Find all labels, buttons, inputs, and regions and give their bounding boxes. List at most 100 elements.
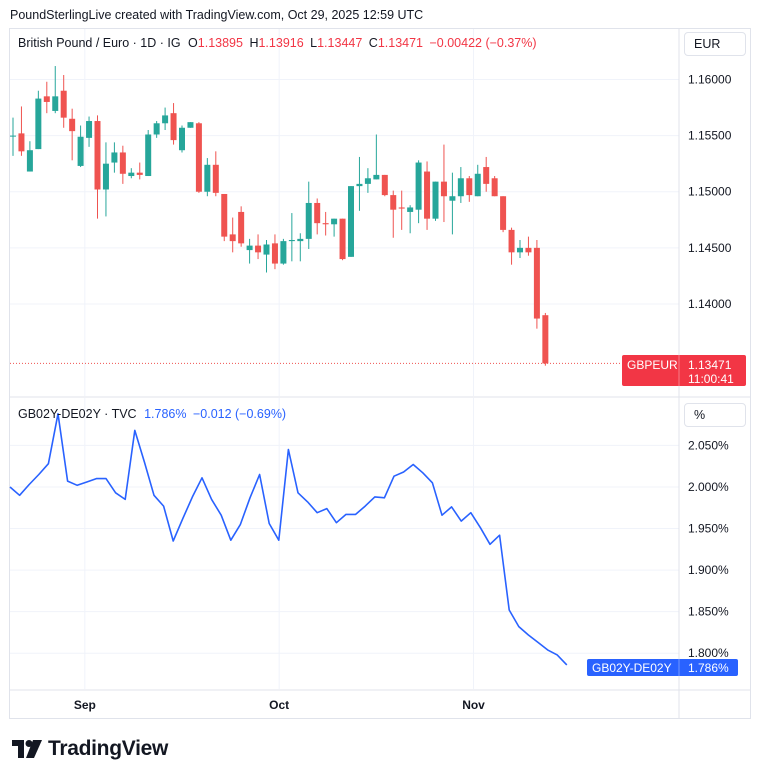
- close-label: C: [368, 36, 378, 50]
- candle-body: [288, 239, 295, 242]
- candle: [162, 107, 169, 131]
- candle-body: [407, 207, 414, 212]
- candle-body: [314, 202, 321, 224]
- candlestick-series: [10, 66, 549, 366]
- candle: [18, 106, 25, 156]
- candle-body: [474, 173, 481, 197]
- spread-pane-grid: [10, 398, 679, 689]
- candle-body: [238, 211, 245, 244]
- candle: [491, 176, 498, 197]
- badge-symbol: GBPEUR: [627, 358, 678, 372]
- chart-attribution: PoundSterlingLive created with TradingVi…: [10, 8, 424, 22]
- candle-body: [162, 115, 169, 124]
- spread-tick-label: 1.900%: [688, 563, 729, 577]
- spread-value-badge: GB02Y-DE02Y 1.786%: [587, 659, 738, 676]
- candle: [153, 121, 160, 138]
- low-value: 1.13447: [317, 36, 363, 50]
- candle: [187, 122, 194, 128]
- tradingview-branding[interactable]: TradingView: [12, 737, 168, 761]
- candle-body: [356, 183, 363, 187]
- candle-body: [271, 243, 278, 264]
- candle-body: [26, 150, 33, 172]
- date-tick-label: Nov: [462, 698, 485, 712]
- spread-line: [9, 412, 568, 666]
- candle: [508, 227, 515, 265]
- candle-body: [212, 164, 219, 193]
- candle-body: [542, 315, 549, 364]
- candle-body: [440, 181, 447, 197]
- spread-tick-label: 1.950%: [688, 522, 729, 536]
- tradingview-wordmark: TradingView: [48, 737, 169, 760]
- candle-body: [424, 171, 431, 219]
- spread-unit-button[interactable]: %: [684, 403, 746, 427]
- candle-body: [60, 90, 67, 118]
- candle: [86, 116, 93, 147]
- candle-body: [517, 247, 523, 253]
- candle-body: [280, 241, 287, 264]
- price-tick-label: 1.15000: [688, 185, 732, 199]
- spread-symbol-title[interactable]: GB02Y-DE02Y · TVC: [18, 407, 137, 421]
- open-label: O: [188, 36, 198, 50]
- price-tick-label: 1.16000: [688, 73, 732, 87]
- candle: [229, 217, 236, 253]
- candle: [35, 90, 42, 150]
- price-unit-button[interactable]: EUR: [684, 32, 746, 56]
- open-value: 1.13895: [197, 36, 243, 50]
- candle-body: [348, 186, 354, 257]
- candle-body: [432, 181, 439, 219]
- candle: [119, 145, 126, 184]
- candle: [238, 206, 245, 247]
- candle-body: [204, 164, 211, 192]
- candle-body: [533, 247, 540, 319]
- price-legend: British Pound / Euro · 1D · IG O1.13895 …: [18, 36, 537, 50]
- candle: [483, 156, 490, 192]
- candle-body: [170, 113, 177, 141]
- candle: [94, 115, 101, 219]
- candle: [26, 141, 33, 172]
- candle: [271, 234, 278, 270]
- candle: [432, 181, 439, 221]
- time-axis-ticks: Sep Oct Nov: [74, 698, 485, 712]
- spread-tick-label: 1.850%: [688, 605, 729, 619]
- candle: [533, 239, 540, 329]
- candle: [322, 211, 329, 236]
- candle: [221, 193, 228, 242]
- symbol-title[interactable]: British Pound / Euro · 1D · IG: [18, 36, 181, 50]
- candle-body: [373, 174, 380, 180]
- candle: [288, 213, 295, 262]
- candle-body: [500, 196, 507, 230]
- candle: [415, 160, 422, 224]
- low-label: L: [310, 36, 318, 50]
- candle: [457, 167, 464, 203]
- spread-tick-label: 2.050%: [688, 438, 729, 452]
- spread-legend: GB02Y-DE02Y · TVC 1.786% −0.012 (−0.69%): [18, 407, 286, 421]
- spread-tick-label: 2.000%: [688, 480, 729, 494]
- price-axis-ticks: 1.16000 1.15500 1.15000 1.14500 1.14000: [688, 73, 732, 311]
- price-tick-label: 1.14500: [688, 241, 732, 255]
- candle-body: [339, 218, 346, 260]
- price-change: −0.00422 (−0.37%): [429, 36, 537, 50]
- close-value: 1.13471: [377, 36, 423, 50]
- candle-body: [381, 174, 388, 196]
- candle-body: [10, 135, 16, 137]
- high-value: 1.13916: [258, 36, 304, 50]
- candle: [263, 239, 270, 273]
- candle-body: [305, 202, 312, 239]
- spread-tick-label: 1.800%: [688, 646, 729, 660]
- candle-body: [52, 96, 59, 111]
- candle: [381, 174, 388, 197]
- candle: [212, 151, 219, 197]
- candle: [52, 66, 59, 114]
- candle: [195, 122, 202, 193]
- candle-body: [43, 96, 50, 102]
- candle-body: [119, 152, 126, 174]
- candle-body: [179, 127, 185, 151]
- candle: [297, 233, 304, 262]
- candle: [466, 176, 473, 202]
- candle: [10, 117, 16, 156]
- price-tick-label: 1.14000: [688, 297, 732, 311]
- candle-body: [364, 178, 371, 184]
- candle-body: [111, 152, 118, 163]
- candle-body: [102, 163, 109, 190]
